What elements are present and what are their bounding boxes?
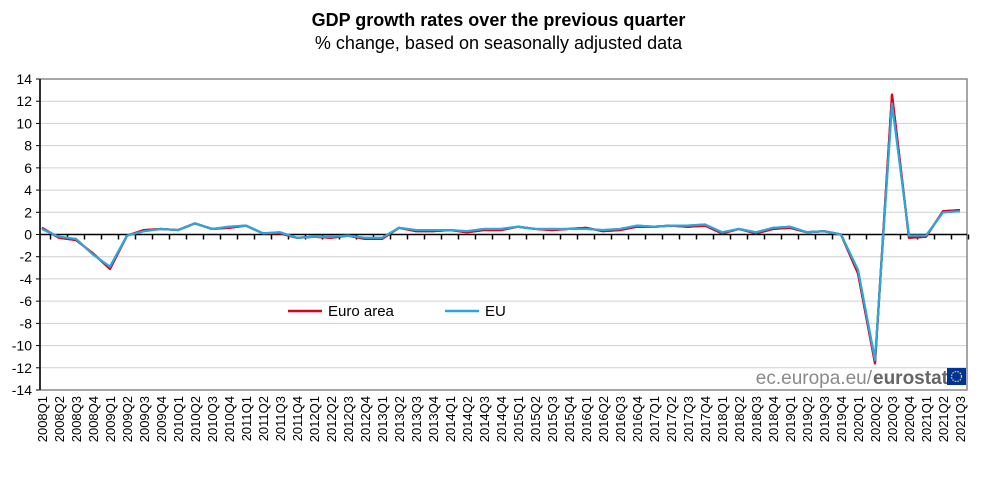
y-tick-label: -4 — [20, 271, 33, 287]
y-tick-label: 14 — [16, 71, 32, 87]
x-tick-label: 2010Q3 — [205, 396, 220, 442]
x-tick-label: 2012Q4 — [358, 396, 373, 442]
x-tick-label: 2015Q1 — [511, 396, 526, 442]
x-tick-label: 2013Q1 — [375, 396, 390, 442]
x-tick-label: 2011Q1 — [239, 396, 254, 441]
x-tick-label: 2008Q1 — [35, 396, 50, 442]
y-tick-label: -12 — [12, 360, 32, 376]
x-tick-label: 2010Q1 — [171, 396, 186, 442]
x-tick-label: 2013Q4 — [426, 396, 441, 442]
y-tick-label: 0 — [24, 227, 32, 243]
y-tick-label: 10 — [16, 115, 32, 131]
x-tick-label: 2015Q2 — [528, 396, 543, 442]
x-tick-label: 2012Q1 — [307, 396, 322, 442]
x-tick-label: 2020Q4 — [902, 396, 917, 442]
x-tick-label: 2009Q4 — [154, 396, 169, 442]
x-tick-label: 2014Q3 — [477, 396, 492, 442]
x-tick-label: 2019Q4 — [834, 396, 849, 442]
x-tick-label: 2018Q3 — [749, 396, 764, 442]
y-tick-label: 8 — [24, 138, 32, 154]
x-tick-label: 2015Q4 — [562, 396, 577, 442]
x-tick-label: 2016Q3 — [613, 396, 628, 442]
y-tick-label: -10 — [12, 338, 32, 354]
series-line-eu — [41, 102, 961, 362]
x-tick-label: 2015Q3 — [545, 396, 560, 442]
x-tick-label: 2019Q1 — [783, 396, 798, 442]
x-tick-label: 2009Q3 — [137, 396, 152, 442]
y-tick-label: -8 — [20, 315, 33, 331]
eu-flag-icon — [947, 368, 966, 385]
chart-title: GDP growth rates over the previous quart… — [311, 10, 686, 30]
x-tick-label: 2019Q3 — [817, 396, 832, 442]
y-tick-label: -6 — [20, 293, 33, 309]
x-tick-label: 2009Q2 — [120, 396, 135, 442]
x-tick-label: 2018Q2 — [732, 396, 747, 442]
x-tick-label: 2017Q2 — [664, 396, 679, 442]
x-tick-label: 2013Q3 — [409, 396, 424, 442]
chart-subtitle: % change, based on seasonally adjusted d… — [314, 33, 683, 53]
x-tick-label: 2008Q3 — [69, 396, 84, 442]
x-tick-label: 2011Q3 — [273, 396, 288, 441]
x-tick-label: 2021Q1 — [919, 396, 934, 442]
x-tick-label: 2013Q2 — [392, 396, 407, 442]
x-tick-label: 2012Q2 — [324, 396, 339, 442]
x-tick-label: 2016Q1 — [579, 396, 594, 442]
x-tick-label: 2018Q1 — [715, 396, 730, 442]
x-tick-label: 2020Q2 — [868, 396, 883, 442]
x-tick-label: 2016Q2 — [596, 396, 611, 442]
x-tick-label: 2020Q3 — [885, 396, 900, 442]
x-tick-label: 2014Q1 — [443, 396, 458, 442]
x-tick-label: 2008Q4 — [86, 396, 101, 442]
x-tick-label: 2017Q4 — [698, 396, 713, 442]
x-tick-label: 2009Q1 — [103, 396, 118, 442]
y-tick-label: 4 — [24, 182, 32, 198]
x-tick-label: 2012Q3 — [341, 396, 356, 442]
legend-label: EU — [485, 303, 506, 320]
y-tick-label: 12 — [16, 93, 32, 109]
y-tick-label: 6 — [24, 160, 32, 176]
x-tick-label: 2021Q2 — [936, 396, 951, 442]
x-tick-label: 2016Q4 — [630, 396, 645, 442]
x-tick-label: 2011Q4 — [290, 396, 305, 441]
x-tick-label: 2010Q2 — [188, 396, 203, 442]
y-tick-label: -2 — [20, 249, 33, 265]
eu-stars-icon — [950, 370, 963, 383]
x-tick-label: 2020Q1 — [851, 396, 866, 442]
x-tick-label: 2011Q2 — [256, 396, 271, 441]
watermark-site: ec.europa.eu/ — [756, 368, 873, 389]
x-tick-label: 2014Q4 — [494, 396, 509, 442]
y-tick-label: -14 — [12, 382, 32, 398]
x-tick-label: 2008Q2 — [52, 396, 67, 442]
x-tick-label: 2021Q3 — [953, 396, 968, 442]
x-tick-label: 2017Q1 — [647, 396, 662, 442]
watermark-brand: eurostat — [873, 368, 949, 389]
x-tick-label: 2019Q2 — [800, 396, 815, 442]
x-tick-label: 2014Q2 — [460, 396, 475, 442]
x-tick-label: 2018Q4 — [766, 396, 781, 442]
x-tick-label: 2010Q4 — [222, 396, 237, 442]
legend-label: Euro area — [328, 303, 395, 320]
x-tick-label: 2017Q3 — [681, 396, 696, 442]
y-tick-label: 2 — [24, 204, 32, 220]
